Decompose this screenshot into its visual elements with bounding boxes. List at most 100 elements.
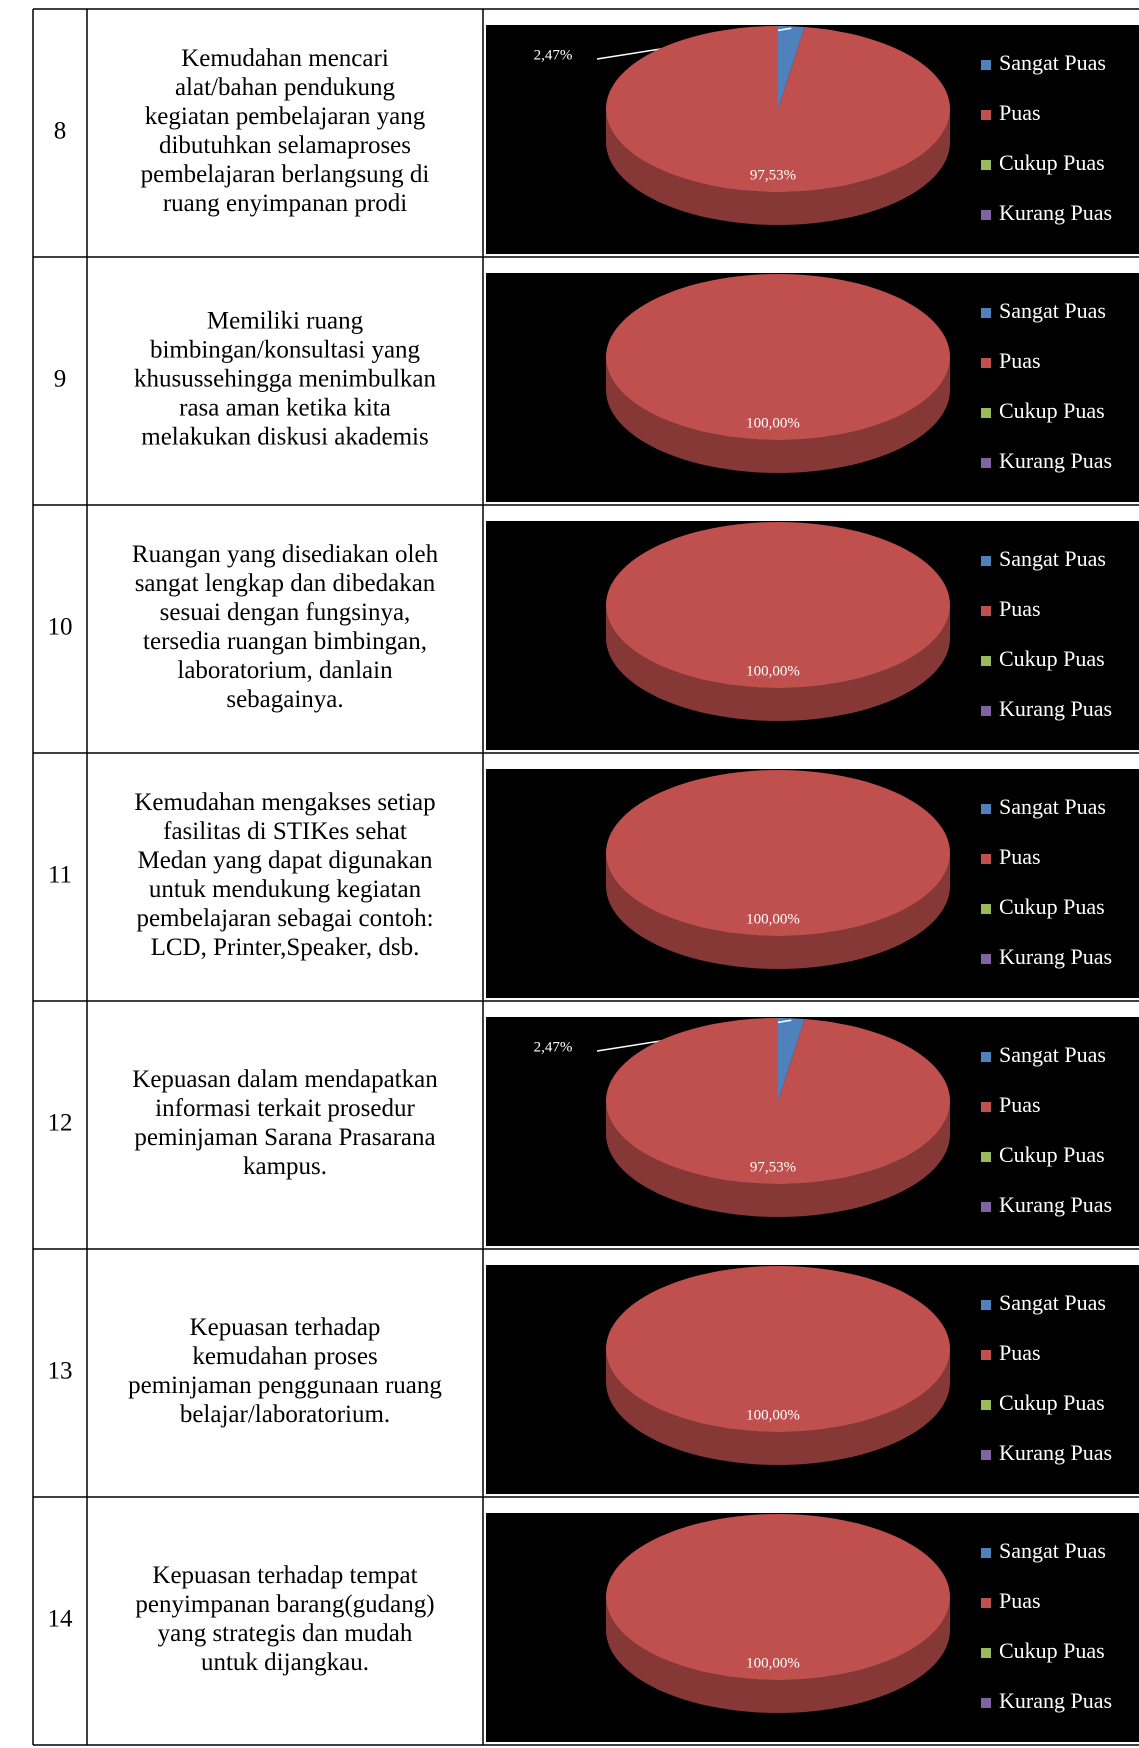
value-label: 97,53% — [750, 167, 796, 183]
legend-marker — [981, 1052, 991, 1062]
row-number: 13 — [48, 1358, 73, 1385]
row-text: sangat lengkap dan dibedakan — [135, 570, 436, 597]
row-text: tersedia ruangan bimbingan, — [143, 628, 427, 655]
legend-marker — [981, 1698, 991, 1708]
pie-side — [606, 1349, 950, 1465]
row-text: sebagainya. — [226, 686, 343, 713]
row-text: untuk dijangkau. — [201, 1649, 369, 1676]
legend-label: Cukup Puas — [999, 150, 1105, 175]
legend-marker — [981, 804, 991, 814]
row-number: 14 — [48, 1606, 74, 1633]
pie-slice — [606, 1266, 950, 1432]
pie-chart: 100,00% Sangat Puas Puas Cukup Puas Kurang P… — [486, 273, 1139, 502]
value-label: 100,00% — [746, 415, 800, 431]
pie-chart: 100,00% Sangat Puas Puas Cukup Puas Kurang P… — [486, 1265, 1139, 1494]
legend-label: Puas — [999, 1340, 1041, 1365]
row-text: Medan yang dapat digunakan — [137, 847, 433, 874]
legend-marker — [981, 954, 991, 964]
legend-label: Puas — [999, 596, 1041, 621]
legend-marker — [981, 1152, 991, 1162]
legend-label: Sangat Puas — [999, 1290, 1106, 1315]
pie-side — [606, 853, 950, 969]
row-text: fasilitas di STIKes sehat — [163, 818, 407, 845]
row-text: untuk mendukung kegiatan — [149, 876, 422, 903]
row-text: Kemudahan mengakses setiap — [134, 789, 435, 816]
legend-marker — [981, 1102, 991, 1112]
pie-chart: 100,00% Sangat Puas Puas Cukup Puas Kurang P… — [486, 1513, 1139, 1742]
row-text: Ruangan yang disediakan oleh — [132, 541, 439, 568]
pie-chart: 2,47% 97,53% Sangat Puas Puas Cukup Puas Kura… — [486, 25, 1139, 254]
pie-side — [606, 357, 950, 473]
legend-label: Cukup Puas — [999, 894, 1105, 919]
pie-slice — [606, 25, 950, 192]
row-number: 10 — [48, 614, 73, 641]
pie-side — [606, 1101, 950, 1217]
value-label: 100,00% — [746, 1407, 800, 1423]
legend-label: Puas — [999, 1588, 1041, 1613]
pie-slice — [606, 1514, 950, 1680]
legend-label: Sangat Puas — [999, 298, 1106, 323]
row-text: yang strategis dan mudah — [158, 1620, 413, 1647]
row-text: rasa aman ketika kita — [179, 395, 391, 422]
value-label: 100,00% — [746, 663, 800, 679]
row-text: Kemudahan mencari — [181, 45, 389, 72]
legend-label: Cukup Puas — [999, 1390, 1105, 1415]
row-text: peminjaman Sarana Prasarana — [134, 1124, 435, 1151]
row-number: 11 — [48, 862, 72, 889]
legend-label: Kurang Puas — [999, 200, 1112, 225]
legend-marker — [981, 904, 991, 914]
legend-marker — [981, 1202, 991, 1212]
legend-marker — [981, 1450, 991, 1460]
legend-marker — [981, 110, 991, 120]
legend-marker — [981, 1300, 991, 1310]
legend-label: Kurang Puas — [999, 1688, 1112, 1713]
legend-marker — [981, 358, 991, 368]
row-text: bimbingan/konsultasi yang — [150, 337, 421, 364]
legend-marker — [981, 656, 991, 666]
row-text: dibutuhkan selamaproses — [159, 132, 411, 159]
legend-label: Kurang Puas — [999, 1440, 1112, 1465]
value-label: 100,00% — [746, 1655, 800, 1671]
value-label: 97,53% — [750, 1159, 796, 1175]
row-number: 9 — [54, 366, 67, 393]
value-label: 100,00% — [746, 911, 800, 927]
row-text: penyimpanan barang(gudang) — [135, 1591, 434, 1618]
row-text: kampus. — [243, 1153, 327, 1180]
legend-label: Sangat Puas — [999, 546, 1106, 571]
legend-marker — [981, 606, 991, 616]
row-text: belajar/laboratorium. — [180, 1401, 390, 1428]
legend-marker — [981, 160, 991, 170]
legend-label: Puas — [999, 348, 1041, 373]
row-text: melakukan diskusi akademis — [141, 424, 428, 451]
legend-label: Cukup Puas — [999, 646, 1105, 671]
row-text: khusussehingga menimbulkan — [134, 366, 437, 393]
pie-chart: 100,00% Sangat Puas Puas Cukup Puas Kurang P… — [486, 769, 1139, 998]
row-text: Memiliki ruang — [207, 308, 364, 335]
legend-marker — [981, 308, 991, 318]
pie-slice — [606, 522, 950, 688]
row-number: 12 — [48, 1110, 73, 1137]
row-text: Kepuasan dalam mendapatkan — [132, 1066, 438, 1093]
legend-label: Sangat Puas — [999, 794, 1106, 819]
legend-label: Puas — [999, 100, 1041, 125]
legend-label: Kurang Puas — [999, 1192, 1112, 1217]
legend-label: Cukup Puas — [999, 1142, 1105, 1167]
pie-side — [606, 605, 950, 721]
pie-chart: 2,47% 97,53% Sangat Puas Puas Cukup Puas Kura… — [486, 1017, 1139, 1246]
row-text: Kepuasan terhadap — [190, 1314, 381, 1341]
pie-side — [606, 1597, 950, 1713]
legend-marker — [981, 1400, 991, 1410]
row-text: alat/bahan pendukung — [175, 74, 396, 101]
pie-slice — [778, 26, 805, 109]
legend-label: Kurang Puas — [999, 944, 1112, 969]
legend-label: Sangat Puas — [999, 1538, 1106, 1563]
legend-marker — [981, 458, 991, 468]
row-text: LCD, Printer,Speaker, dsb. — [151, 934, 420, 961]
legend-marker — [981, 1598, 991, 1608]
legend-label: Cukup Puas — [999, 1638, 1105, 1663]
pie-slice — [606, 770, 950, 936]
pie-slice — [606, 274, 950, 440]
legend-marker — [981, 854, 991, 864]
row-number: 8 — [54, 118, 67, 145]
legend-label: Kurang Puas — [999, 696, 1112, 721]
